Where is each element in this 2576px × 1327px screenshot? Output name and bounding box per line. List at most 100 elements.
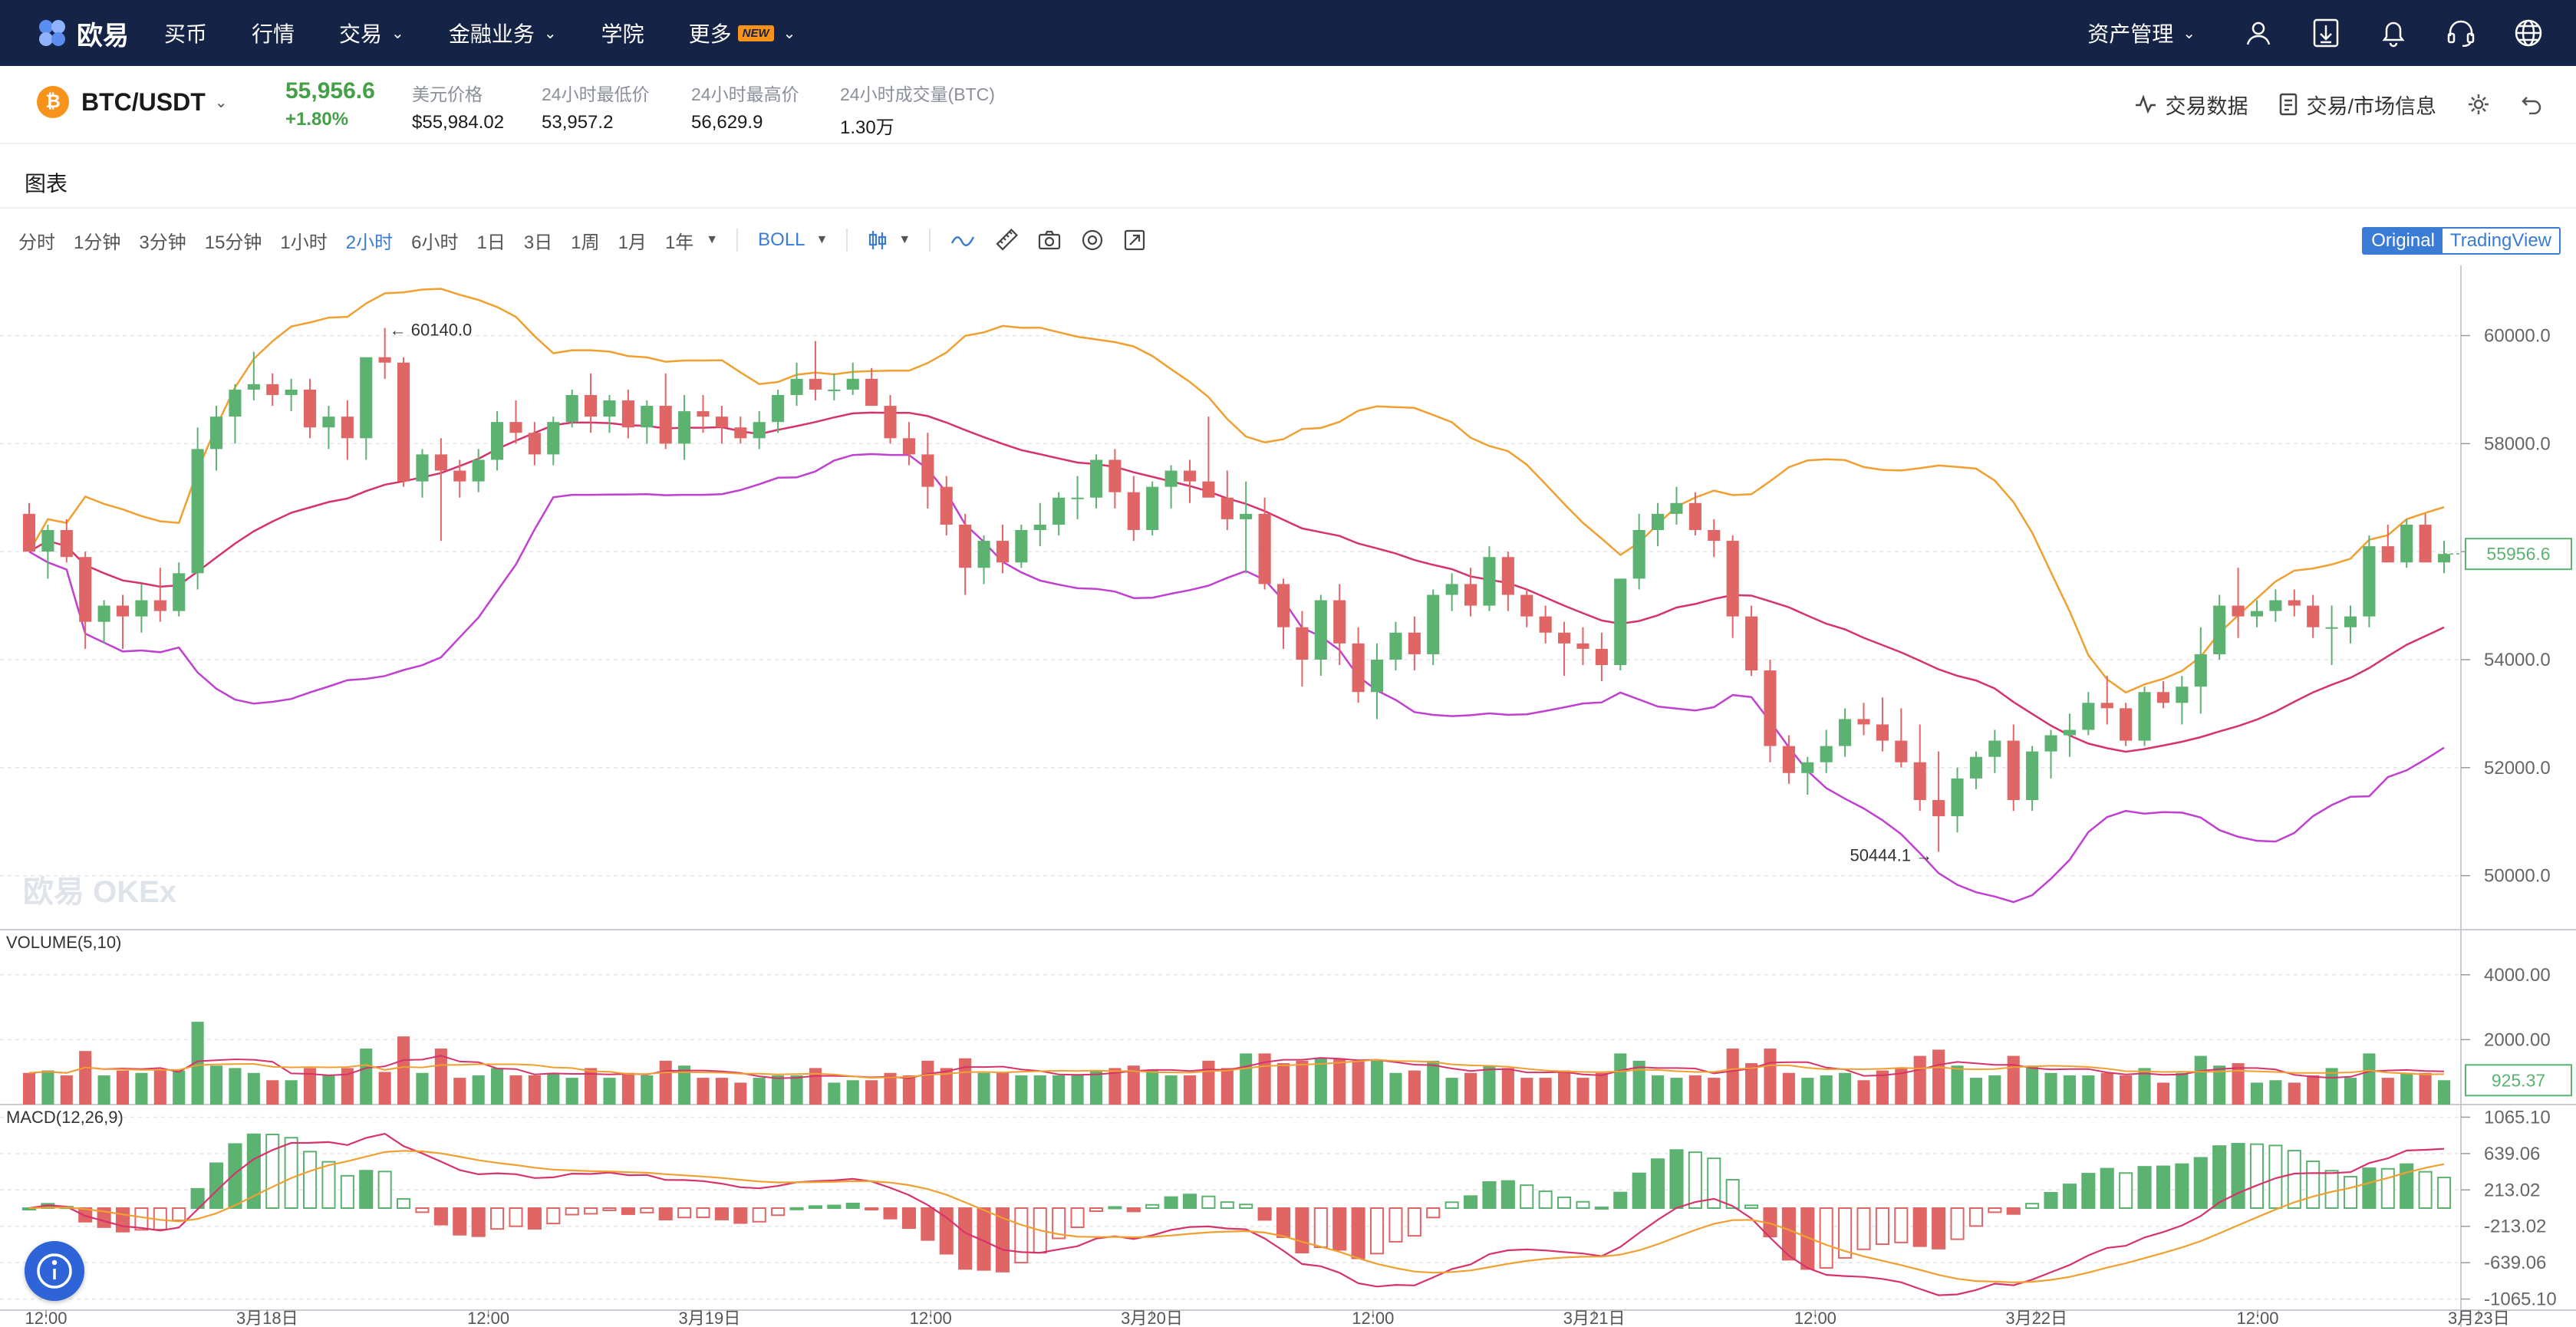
timeframe-4[interactable]: 1小时 [280, 232, 328, 253]
candle-body[interactable] [1146, 486, 1159, 530]
nav-item-4[interactable]: 学院 [601, 18, 644, 48]
settings-button[interactable] [2467, 93, 2498, 116]
candle-body[interactable] [2156, 692, 2170, 703]
candle-body[interactable] [491, 422, 504, 460]
candle-body[interactable] [1183, 470, 1197, 482]
candle-body[interactable] [1876, 724, 1889, 741]
candle-body[interactable] [1370, 659, 1384, 693]
candle-body[interactable] [865, 378, 878, 407]
candle-body[interactable] [2007, 740, 2020, 801]
candle-body[interactable] [1501, 557, 1514, 595]
user-icon[interactable] [2242, 16, 2275, 50]
nav-item-3[interactable]: 金融业务 ⌄ [449, 18, 557, 48]
candle-body[interactable] [341, 417, 354, 439]
candle-body[interactable] [715, 417, 728, 428]
candle-body[interactable] [1764, 670, 1777, 746]
candle-body[interactable] [2100, 703, 2113, 709]
candle-body[interactable] [22, 513, 36, 552]
nav-item-2[interactable]: 交易 ⌄ [339, 18, 404, 48]
nav-item-0[interactable]: 买币 [164, 18, 207, 48]
candle-body[interactable] [846, 378, 859, 390]
asset-management-menu[interactable]: 资产管理 ⌄ [2087, 18, 2196, 48]
candle-body[interactable] [996, 541, 1010, 563]
candle-body[interactable] [1240, 513, 1253, 519]
candle-body[interactable] [434, 454, 447, 471]
candle-body[interactable] [1595, 648, 1608, 666]
candle-body[interactable] [116, 605, 130, 617]
candle-body[interactable] [1464, 584, 1477, 606]
price-chart[interactable]: 60000.058000.056000.054000.052000.050000… [0, 265, 2576, 1327]
candle-body[interactable] [902, 438, 915, 455]
candle-body[interactable] [378, 357, 391, 363]
support-icon[interactable] [2444, 16, 2478, 50]
candle-body[interactable] [1539, 616, 1552, 633]
timeframe-6[interactable]: 6小时 [411, 232, 459, 253]
timeframe-7[interactable]: 1日 [476, 232, 506, 253]
candle-body[interactable] [1857, 719, 1870, 725]
candle-body[interactable] [884, 406, 897, 439]
candle-body[interactable] [1988, 740, 2001, 757]
candle-body[interactable] [229, 389, 242, 417]
candle-body[interactable] [1220, 497, 1234, 519]
candle-body[interactable] [1352, 643, 1365, 693]
candle-body[interactable] [1745, 616, 1758, 671]
ruler-tool-button[interactable] [995, 229, 1019, 252]
candle-body[interactable] [2194, 654, 2207, 687]
candle-body[interactable] [247, 384, 260, 390]
candle-body[interactable] [1951, 778, 1964, 817]
candle-body[interactable] [173, 573, 186, 611]
candle-body[interactable] [753, 422, 766, 439]
candle-body[interactable] [2269, 600, 2282, 611]
candle-body[interactable] [2063, 729, 2076, 736]
candle-body[interactable] [97, 605, 110, 622]
candle-body[interactable] [1520, 594, 1533, 617]
candle-body[interactable] [959, 524, 972, 568]
candle-body[interactable] [2250, 611, 2264, 617]
timeframe-9[interactable]: 1周 [571, 232, 600, 253]
line-tool-button[interactable] [950, 232, 975, 248]
candle-body[interactable] [2363, 546, 2376, 617]
download-icon[interactable] [2309, 16, 2343, 50]
candle-body[interactable] [153, 600, 166, 611]
candle-body[interactable] [322, 417, 335, 428]
candle-body[interactable] [1052, 497, 1066, 525]
candle-body[interactable] [528, 433, 541, 455]
timeframe-0[interactable]: 分时 [18, 232, 55, 253]
timeframe-5[interactable]: 2小时 [345, 232, 394, 253]
candle-body[interactable] [2381, 546, 2394, 563]
candle-body[interactable] [641, 406, 654, 428]
candle-body[interactable] [303, 389, 317, 428]
candle-body[interactable] [2082, 703, 2095, 730]
candle-body[interactable] [1688, 502, 1701, 530]
candle-body[interactable] [1164, 470, 1178, 487]
candle-body[interactable] [621, 400, 634, 428]
candle-body[interactable] [772, 394, 785, 423]
candle-body[interactable] [790, 378, 803, 395]
undo-button[interactable] [2521, 94, 2550, 114]
candle-body[interactable] [603, 400, 616, 417]
candle-body[interactable] [60, 529, 73, 558]
candle-body[interactable] [209, 417, 223, 449]
pair-selector[interactable]: ₿ BTC/USDT ⌄ [37, 86, 228, 118]
candle-body[interactable] [1969, 756, 1982, 779]
candle-body[interactable] [416, 454, 429, 482]
candle-body[interactable] [2044, 735, 2057, 752]
candle-body[interactable] [2288, 600, 2301, 606]
candle-body[interactable] [1033, 524, 1046, 530]
candle-body[interactable] [191, 449, 204, 574]
candle-body[interactable] [809, 378, 822, 390]
candle-body[interactable] [2120, 708, 2133, 741]
candle-body[interactable] [266, 384, 279, 395]
candle-body[interactable] [397, 362, 410, 482]
candle-body[interactable] [472, 459, 485, 482]
candle-body[interactable] [1614, 578, 1627, 666]
candle-body[interactable] [1576, 643, 1589, 649]
candle-body[interactable] [1839, 719, 1852, 746]
candle-body[interactable] [135, 600, 148, 617]
candle-body[interactable] [2307, 605, 2320, 627]
candle-body[interactable] [1483, 557, 1496, 606]
candle-body[interactable] [1108, 459, 1122, 492]
candle-body[interactable] [2176, 687, 2189, 703]
candle-body[interactable] [453, 470, 466, 482]
candle-body[interactable] [1801, 762, 1814, 773]
